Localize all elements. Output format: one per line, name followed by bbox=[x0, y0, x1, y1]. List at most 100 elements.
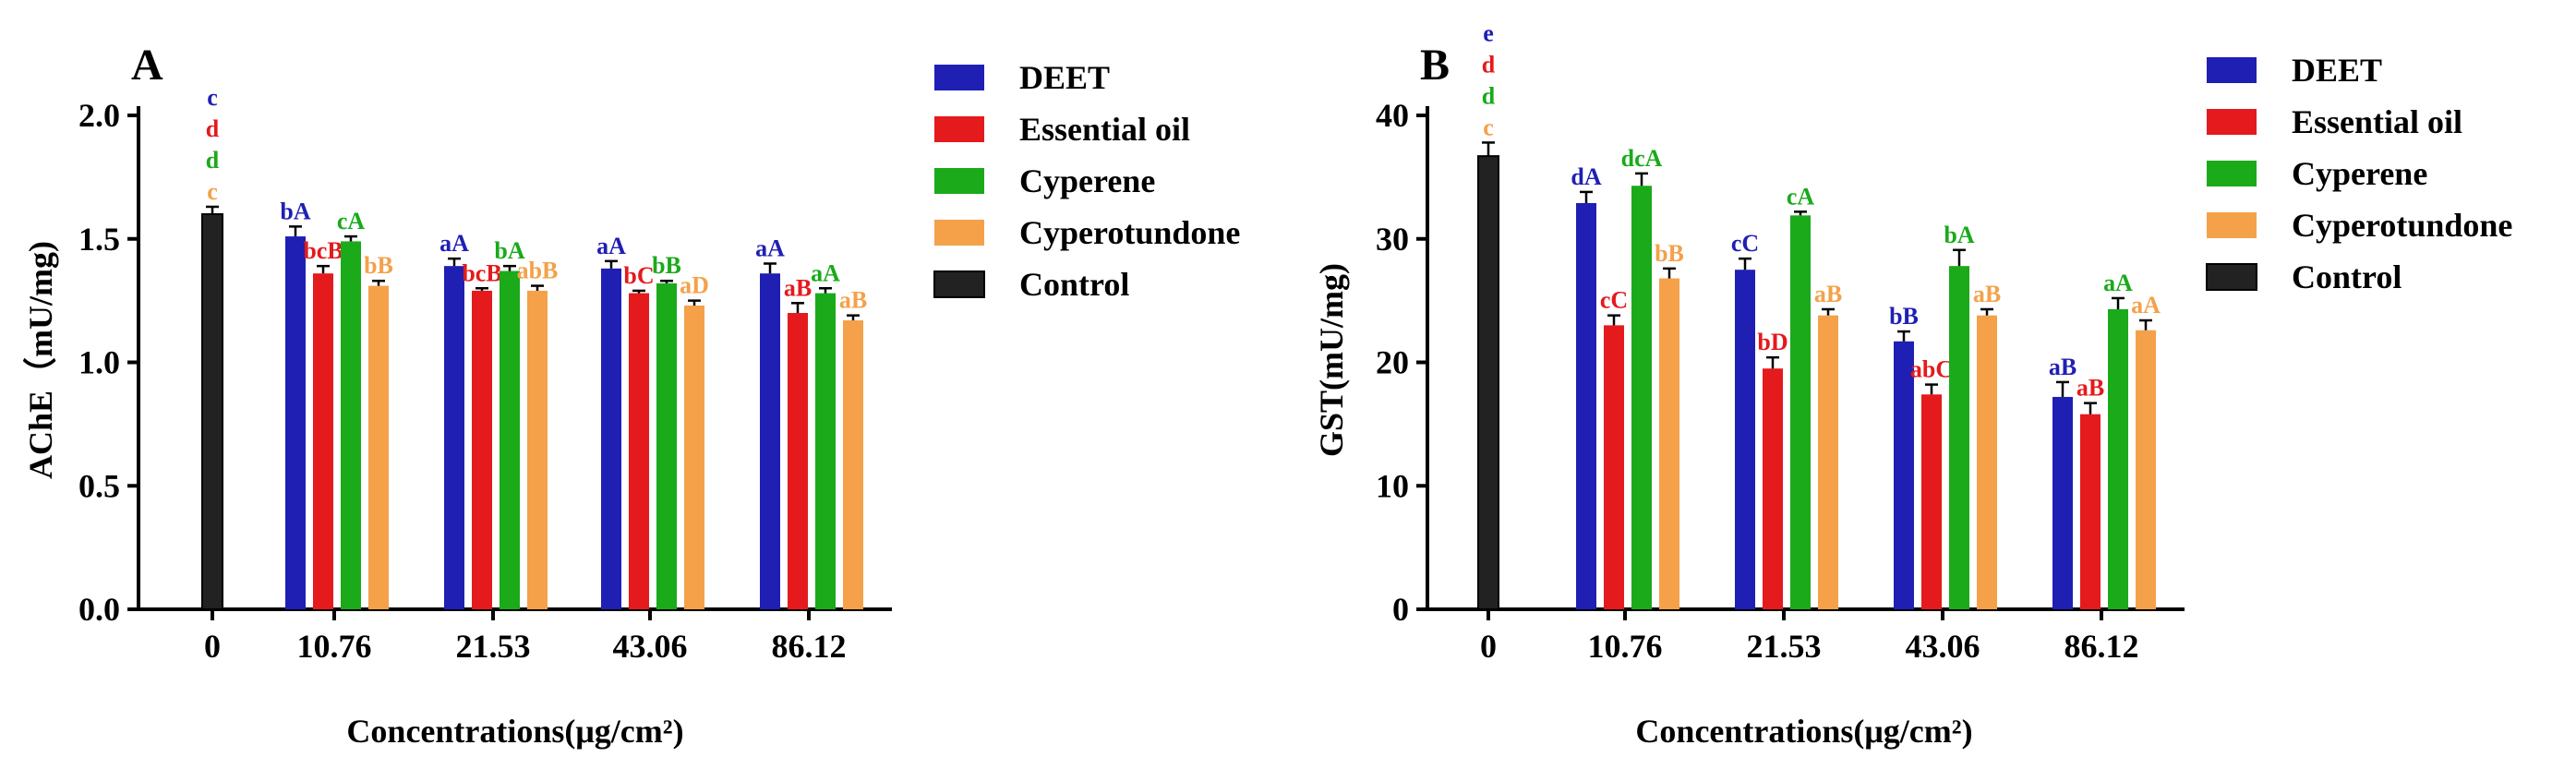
control-sig-letter: c bbox=[1483, 114, 1494, 140]
data-label: aA bbox=[2103, 270, 2133, 296]
data-label: cA bbox=[1787, 183, 1815, 210]
data-label: aA bbox=[811, 259, 840, 286]
data-label: bC bbox=[623, 262, 654, 289]
bar bbox=[815, 293, 836, 609]
legend-swatch bbox=[934, 168, 984, 194]
data-label: bcB bbox=[462, 259, 501, 286]
x-tick-label: 43.06 bbox=[1906, 628, 1980, 665]
legend-swatch bbox=[934, 220, 984, 246]
data-label: aA bbox=[439, 230, 469, 257]
legend-swatch bbox=[2207, 57, 2257, 83]
legend-panel-a: DEET Essential oil Cyperene Cyperotundone Co… bbox=[933, 59, 1240, 303]
bar bbox=[601, 268, 621, 609]
y-tick-label: 20 bbox=[1376, 344, 1409, 381]
x-axis-title: Concentrations(μg/cm²) bbox=[1635, 713, 1972, 750]
bar bbox=[656, 282, 677, 609]
bar bbox=[760, 273, 780, 609]
data-label: dcA bbox=[1621, 145, 1663, 172]
data-label: bA bbox=[280, 198, 310, 224]
control-sig-letter: e bbox=[1483, 19, 1494, 46]
bar bbox=[500, 270, 520, 609]
x-tick-label: 43.06 bbox=[613, 628, 688, 665]
bar bbox=[313, 273, 333, 609]
legend-label: Control bbox=[2292, 258, 2401, 295]
bar bbox=[2052, 396, 2073, 609]
data-label: aA bbox=[755, 235, 785, 262]
bar bbox=[472, 290, 492, 609]
bar bbox=[1763, 368, 1783, 609]
y-tick-label: 1.5 bbox=[78, 221, 120, 258]
bar bbox=[1604, 325, 1624, 609]
legend-swatch bbox=[2207, 212, 2257, 238]
data-label: aD bbox=[680, 272, 709, 299]
x-axis-title: Concentrations(μg/cm²) bbox=[346, 713, 683, 750]
panel-label: A bbox=[131, 41, 163, 90]
data-label: bB bbox=[652, 252, 681, 279]
data-label: bcB bbox=[303, 237, 343, 264]
data-label: bA bbox=[494, 237, 524, 264]
legend-swatch bbox=[933, 270, 985, 298]
data-label: bB bbox=[364, 252, 393, 279]
y-tick-label: 2.0 bbox=[78, 97, 120, 134]
bar bbox=[629, 293, 649, 609]
legend-label: Cyperene bbox=[2292, 155, 2427, 192]
data-label: bB bbox=[1889, 303, 1919, 330]
bar bbox=[368, 285, 389, 609]
bar bbox=[444, 266, 464, 609]
y-tick-label: 30 bbox=[1376, 221, 1409, 258]
y-tick-label: 10 bbox=[1376, 467, 1409, 504]
data-label: aB bbox=[2076, 375, 2104, 402]
x-tick-label: 21.53 bbox=[456, 628, 531, 665]
data-label: dA bbox=[1571, 163, 1601, 190]
x-tick-label: 86.12 bbox=[772, 628, 847, 665]
x-tick-label: 21.53 bbox=[1747, 628, 1822, 665]
bar bbox=[2136, 330, 2156, 609]
bar bbox=[341, 241, 361, 609]
control-sig-letter: d bbox=[206, 115, 220, 142]
data-label: abC bbox=[1910, 356, 1953, 383]
control-sig-letter: c bbox=[207, 178, 218, 205]
bar bbox=[1818, 315, 1838, 609]
data-label: cC bbox=[1731, 230, 1759, 257]
y-axis-title: GST(mU/mg) bbox=[1313, 263, 1350, 457]
control-sig-letter: d bbox=[1482, 82, 1496, 109]
data-label: bA bbox=[1944, 222, 1974, 248]
legend-swatch bbox=[2206, 263, 2257, 291]
y-tick-label: 0.0 bbox=[78, 591, 120, 628]
x-tick-label: 0 bbox=[204, 628, 221, 665]
legend-swatch bbox=[934, 116, 984, 142]
control-bar bbox=[1477, 155, 1499, 610]
y-axis-title: AChE（mU/mg) bbox=[22, 241, 59, 479]
bar bbox=[1735, 270, 1755, 609]
legend-label: Cyperotundone bbox=[2292, 207, 2512, 244]
bar bbox=[527, 290, 548, 609]
control-bar bbox=[201, 213, 223, 610]
bar bbox=[285, 236, 306, 609]
panel-label: B bbox=[1420, 41, 1450, 90]
bar bbox=[684, 305, 704, 609]
data-label: aB bbox=[839, 287, 867, 314]
legend-label: Cyperotundone bbox=[1019, 214, 1240, 251]
legend-label: DEET bbox=[2292, 52, 2382, 89]
legend-panel-b: DEET Essential oil Cyperene Cyperotundone Co… bbox=[2206, 52, 2512, 295]
data-label: aB bbox=[1814, 281, 1842, 307]
legend-swatch bbox=[2207, 161, 2257, 186]
y-tick-label: 0.5 bbox=[78, 467, 120, 504]
x-tick-label: 0 bbox=[1480, 628, 1497, 665]
data-label: aB bbox=[784, 274, 812, 301]
bar bbox=[843, 320, 863, 609]
legend-label: Cyperene bbox=[1019, 162, 1155, 199]
control-sig-letter: d bbox=[1482, 51, 1496, 78]
bar bbox=[2080, 414, 2101, 609]
legend-label: Essential oil bbox=[1019, 111, 1190, 148]
control-sig-letter: d bbox=[206, 147, 220, 174]
x-tick-label: 10.76 bbox=[1588, 628, 1663, 665]
bar bbox=[1790, 215, 1811, 609]
legend-label: DEET bbox=[1019, 59, 1110, 96]
bar bbox=[1894, 341, 1914, 609]
bar bbox=[1949, 266, 1969, 609]
legend-swatch bbox=[934, 65, 984, 90]
data-label: cA bbox=[337, 208, 366, 234]
bar bbox=[1977, 315, 1997, 609]
